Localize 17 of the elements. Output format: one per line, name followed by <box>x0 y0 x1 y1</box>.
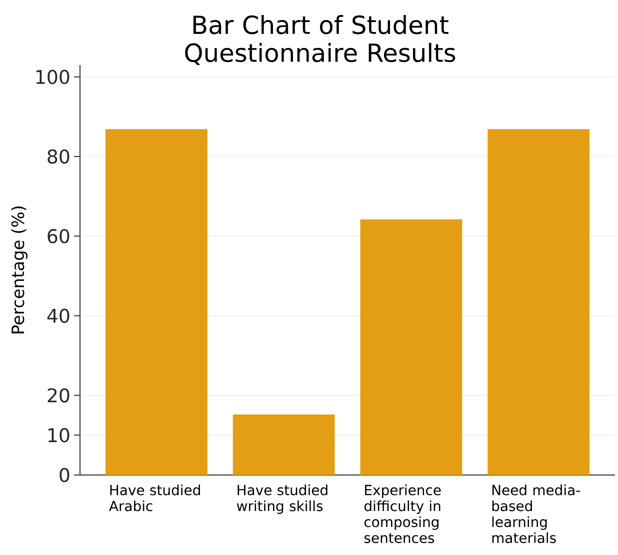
x-tick-label: Have studied Arabic <box>109 484 200 512</box>
y-tick-label: 0 <box>60 468 70 482</box>
bar <box>105 129 208 475</box>
chart-title: Bar Chart of Student Questionnaire Results <box>185 14 456 65</box>
y-tick-label: 80 <box>48 149 70 164</box>
y-tick-label: 100 <box>36 70 70 84</box>
y-tick-label: 10 <box>48 428 70 442</box>
y-tick-label: 60 <box>48 228 70 244</box>
bar <box>360 219 462 475</box>
bar <box>232 414 335 475</box>
y-tick-label: 20 <box>48 388 70 403</box>
x-tick-label: Experience difficulty in composing sentences <box>364 484 441 544</box>
x-tick-label: Need media-based learning materials <box>492 484 580 544</box>
y-axis-title: Percentage (%) <box>11 206 28 334</box>
bar <box>488 129 590 475</box>
x-tick-label: Have studied writing skills <box>236 484 328 514</box>
y-tick-label: 40 <box>47 308 70 323</box>
